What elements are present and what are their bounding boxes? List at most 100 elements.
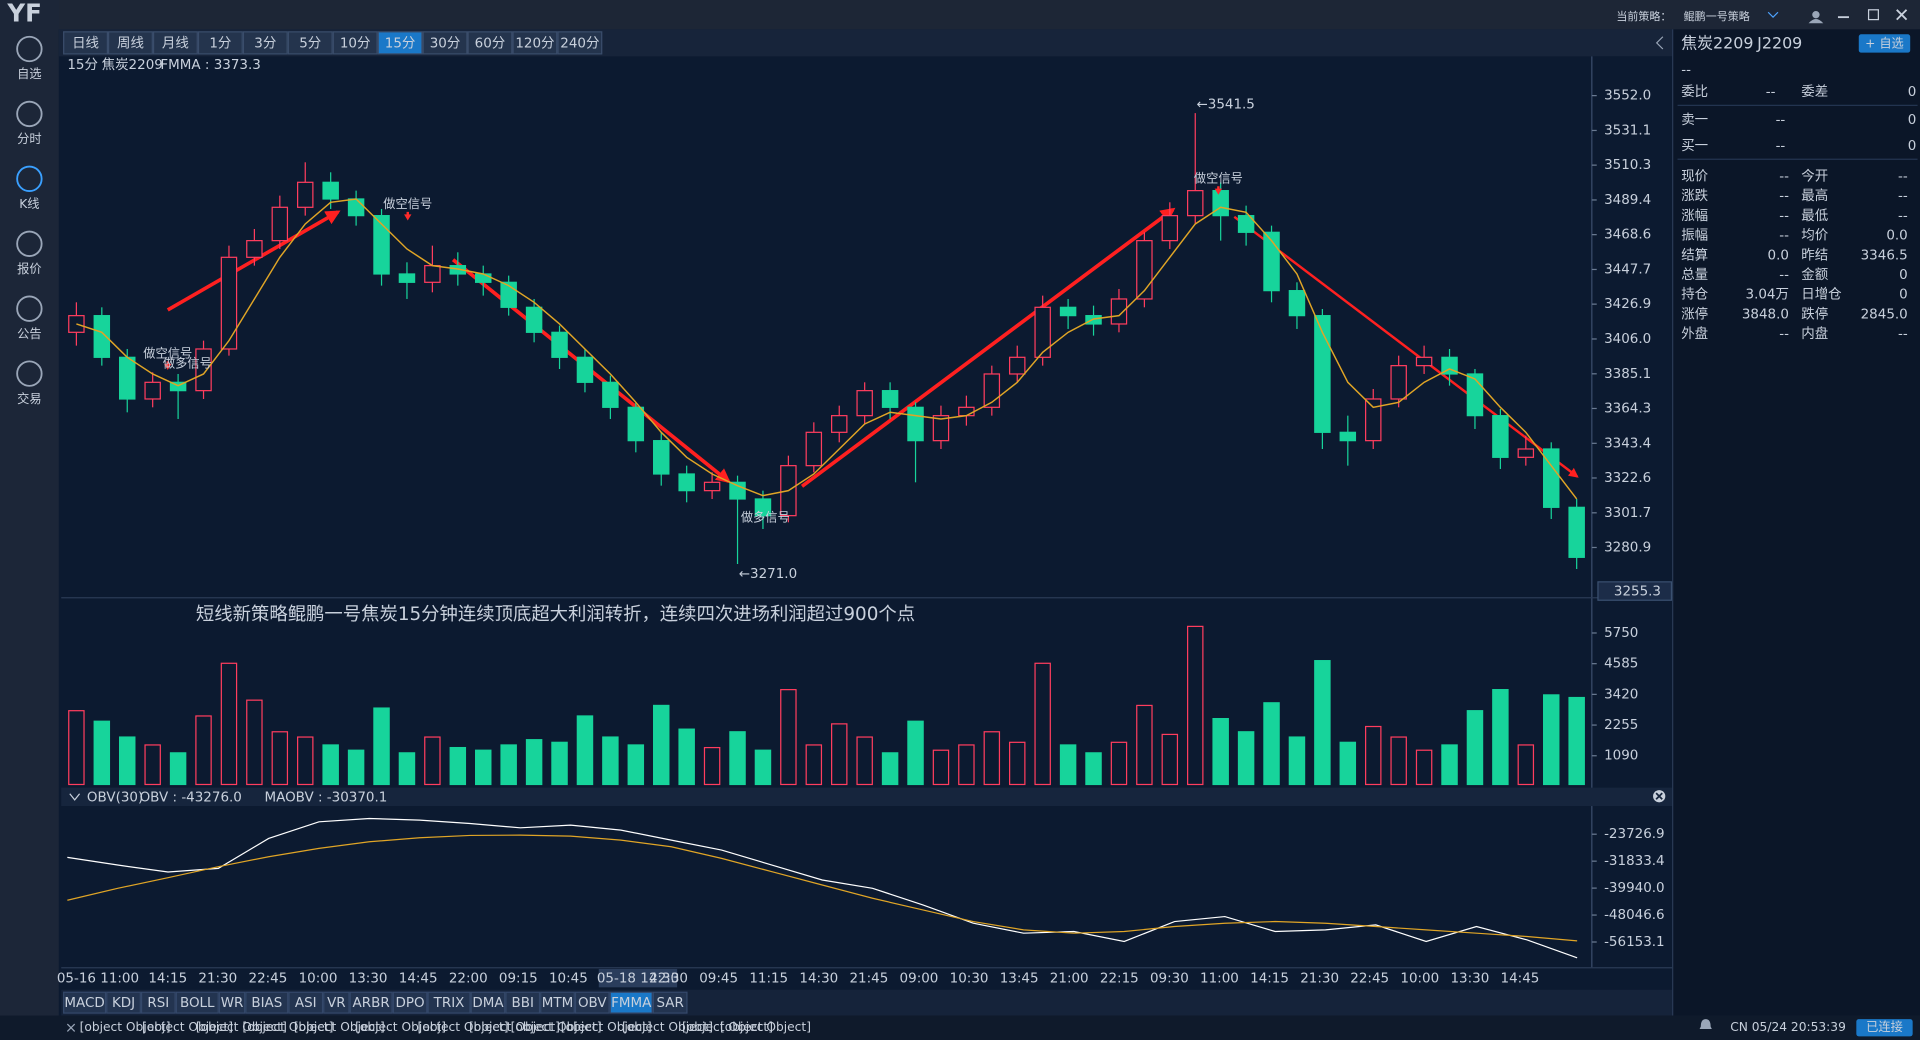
- sidebar-icon[interactable]: [16, 295, 43, 322]
- period-tab-label[interactable]: 周线: [117, 35, 144, 51]
- indicator-tab-label[interactable]: MTM: [542, 995, 573, 1011]
- volume-bar: [780, 689, 797, 786]
- y-tick-label: 3510.3: [1604, 157, 1651, 173]
- period-tab[interactable]: [557, 31, 603, 55]
- add-favorite-button[interactable]: [1858, 34, 1911, 53]
- indicator-tab[interactable]: [427, 991, 471, 1014]
- indicator-tab-label[interactable]: DPO: [396, 995, 425, 1011]
- collapse-icon[interactable]: [69, 793, 81, 801]
- close-button[interactable]: [1896, 9, 1908, 21]
- sidebar-label[interactable]: 报价: [17, 261, 41, 276]
- period-tab[interactable]: [467, 31, 513, 55]
- period-tab-label[interactable]: 月线: [162, 35, 189, 51]
- indicator-tab-label[interactable]: BOLL: [180, 995, 215, 1011]
- period-tab[interactable]: [287, 31, 333, 55]
- indicator-tab-label[interactable]: TRIX: [433, 995, 465, 1011]
- indicator-tab[interactable]: [392, 991, 428, 1014]
- indicator-tab-label[interactable]: VR: [327, 995, 346, 1011]
- quote-name: 焦炭2209: [1681, 34, 1753, 53]
- sidebar-label[interactable]: 分时: [17, 132, 41, 146]
- period-tab[interactable]: [377, 31, 423, 55]
- user-icon[interactable]: [1812, 11, 1820, 19]
- quote-label: 内盘: [1801, 325, 1828, 342]
- period-tab-label[interactable]: 10分: [340, 35, 371, 51]
- period-tab[interactable]: [107, 31, 153, 55]
- period-tab-label[interactable]: 1分: [209, 35, 231, 51]
- indicator-tab[interactable]: [323, 991, 350, 1014]
- indicator-tab-label[interactable]: WR: [221, 995, 244, 1011]
- indicator-tab[interactable]: [470, 991, 506, 1014]
- logo: YF: [6, 0, 41, 28]
- indicator-tab-label[interactable]: RSI: [147, 995, 169, 1011]
- indicator-tab-label[interactable]: SAR: [656, 995, 683, 1011]
- period-tab-label[interactable]: 日线: [72, 35, 99, 51]
- bell-icon[interactable]: [1699, 1019, 1712, 1029]
- volume-bar: [754, 749, 772, 786]
- period-tab-label[interactable]: 120分: [515, 35, 554, 51]
- indicator-tab-label[interactable]: FMMA: [611, 995, 652, 1011]
- strategy-name[interactable]: 鲲鹏一号策略: [1684, 9, 1750, 23]
- indicator-tab[interactable]: [106, 991, 141, 1014]
- indicator-tab-label[interactable]: ARBR: [353, 995, 390, 1011]
- period-tab[interactable]: [197, 31, 243, 55]
- quote-label: 金额: [1801, 267, 1828, 283]
- sidebar-icon[interactable]: [16, 165, 43, 193]
- indicator-tab-label[interactable]: KDJ: [112, 995, 135, 1011]
- obv-title: OBV(30): [87, 789, 143, 805]
- volume-bar: [398, 752, 416, 786]
- period-tab[interactable]: [422, 31, 468, 55]
- quote-value: 3346.5: [1861, 247, 1908, 263]
- indicator-tab[interactable]: [574, 991, 610, 1014]
- indicator-tab[interactable]: [288, 991, 324, 1014]
- indicator-tab-label[interactable]: OBV: [578, 995, 607, 1011]
- sidebar-icon[interactable]: [16, 35, 43, 63]
- period-tab-label[interactable]: 3分: [254, 35, 276, 51]
- indicator-tab[interactable]: [505, 991, 541, 1014]
- period-tab-label[interactable]: 240分: [560, 35, 599, 51]
- sidebar-icon[interactable]: [16, 100, 43, 128]
- sidebar-label[interactable]: 交易: [17, 391, 41, 406]
- depth-price: --: [1776, 112, 1786, 128]
- indicator-tab-label[interactable]: BBI: [512, 995, 534, 1011]
- indicator-tab[interactable]: [245, 991, 289, 1014]
- strategy-dropdown[interactable]: [1767, 11, 1779, 19]
- sidebar-icon[interactable]: [16, 360, 43, 387]
- period-tab-label[interactable]: 60分: [475, 35, 506, 51]
- indicator-tab[interactable]: [140, 991, 176, 1014]
- period-tab-label[interactable]: 5分: [299, 35, 321, 51]
- period-tab[interactable]: [332, 31, 378, 55]
- period-tab-label[interactable]: 15分: [385, 35, 416, 51]
- period-tab[interactable]: [512, 31, 558, 55]
- period-tab[interactable]: [63, 31, 109, 55]
- indicator-tab[interactable]: [540, 991, 575, 1014]
- restore-button[interactable]: [1867, 9, 1879, 21]
- indicator-tab[interactable]: [652, 991, 688, 1014]
- indicator-tab-label[interactable]: ASI: [295, 995, 317, 1011]
- sidebar-label[interactable]: K线: [19, 197, 39, 211]
- quote-value: --: [1779, 188, 1789, 204]
- add-favorite-label[interactable]: + 自选: [1865, 37, 1904, 51]
- sidebar-label[interactable]: 自选: [17, 67, 41, 81]
- indicator-tab-label[interactable]: DMA: [472, 995, 504, 1011]
- indicator-tab[interactable]: [175, 991, 219, 1014]
- period-tab[interactable]: [242, 31, 288, 55]
- volume-bar: [195, 715, 212, 786]
- candle-body: [1390, 365, 1407, 400]
- x-tick-label: 11:00: [1200, 971, 1239, 987]
- indicator-tab[interactable]: [609, 991, 653, 1014]
- volume-bar: [68, 710, 85, 786]
- sidebar-label[interactable]: 公告: [17, 327, 41, 341]
- quote-value: --: [1779, 228, 1789, 244]
- indicator-tab-label[interactable]: BIAS: [251, 995, 282, 1011]
- indicator-tab[interactable]: [349, 991, 393, 1014]
- volume-bar: [169, 752, 187, 786]
- indicator-tab-label[interactable]: MACD: [64, 995, 104, 1011]
- candle-body: [1059, 306, 1077, 317]
- period-tab-label[interactable]: 30分: [430, 35, 461, 51]
- collapse-panel-icon[interactable]: [1655, 36, 1664, 50]
- indicator-tab[interactable]: [63, 991, 107, 1014]
- sidebar-icon[interactable]: [16, 230, 43, 257]
- candle-body: [1161, 215, 1179, 242]
- indicator-tab[interactable]: [218, 991, 246, 1014]
- period-tab[interactable]: [152, 31, 198, 55]
